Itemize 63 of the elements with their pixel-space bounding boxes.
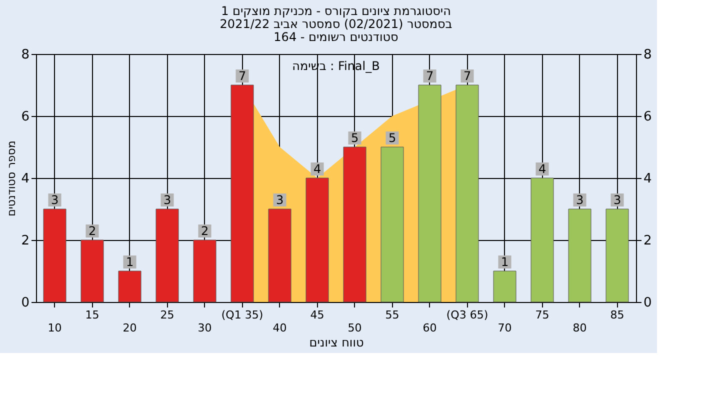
x-tick-label: 75 <box>535 308 550 322</box>
x-tick-label: 50 <box>348 322 362 334</box>
data-label: 1 <box>500 255 509 269</box>
bar <box>43 208 66 302</box>
bar <box>306 178 329 302</box>
x-tick-label: 10 <box>48 322 62 334</box>
data-label: 5 <box>350 131 359 145</box>
text: בסמסטר (02/2021) סמסטר אביב 2021/22 <box>220 17 452 31</box>
bar <box>568 208 592 302</box>
data-label: 3 <box>50 193 59 207</box>
x-tick-label: (Q1 35) <box>221 308 264 322</box>
bar <box>343 146 366 302</box>
x-tick-label: 20 <box>122 322 137 334</box>
data-label: 2 <box>200 224 209 238</box>
data-label: 7 <box>463 69 472 83</box>
text: סטודנטים רשומים - 164 <box>274 30 398 44</box>
bar <box>230 84 254 302</box>
y2-tick-label: 6 <box>644 110 652 124</box>
x-tick-label: 40 <box>272 322 287 334</box>
x-tick-label: (Q3 65) <box>446 308 488 322</box>
y-tick-label: 0 <box>21 296 30 310</box>
text: היסטוגרמת ציונים בקורס - מכניקת מוצקים 1 <box>221 4 451 18</box>
y-tick-label: 6 <box>21 110 30 124</box>
y-tick-label: 2 <box>21 234 30 248</box>
bar <box>456 84 479 302</box>
y2-tick-label: 0 <box>644 296 652 310</box>
y-tick-label: 8 <box>21 48 30 62</box>
data-label: 2 <box>88 224 96 238</box>
y-tick-label: 4 <box>21 172 30 186</box>
bar <box>380 146 404 302</box>
bar <box>118 270 142 302</box>
data-label: 3 <box>613 193 622 207</box>
y2-tick-label: 2 <box>644 234 652 248</box>
x-tick-label: 30 <box>198 322 212 334</box>
bar <box>418 84 442 302</box>
data-label: 3 <box>576 193 584 207</box>
data-label: 3 <box>163 193 172 207</box>
x-tick-label: 45 <box>310 308 324 322</box>
x-tick-label: 55 <box>385 308 400 322</box>
x-tick-label: 15 <box>85 308 100 322</box>
data-label: 4 <box>538 162 546 176</box>
x-tick-label: 25 <box>160 308 174 322</box>
x-tick-label: 80 <box>572 322 587 334</box>
bar <box>530 178 554 302</box>
bar <box>493 270 516 302</box>
data-label: 1 <box>126 255 134 269</box>
y2-tick-label: 4 <box>644 172 652 186</box>
data-label: 7 <box>426 69 434 83</box>
bar <box>193 240 216 302</box>
x-tick-label: 85 <box>610 308 624 322</box>
data-label: 4 <box>313 162 322 176</box>
data-label: 7 <box>238 69 246 83</box>
bar <box>268 208 292 302</box>
bar <box>80 240 104 302</box>
x-axis-title: טווח ציונים <box>309 336 364 350</box>
x-tick-label: 60 <box>422 322 437 334</box>
data-label: 5 <box>388 131 396 145</box>
bar <box>606 208 629 302</box>
y2-tick-label: 8 <box>644 48 652 62</box>
y-axis-title: מספר סטודנטים <box>5 140 18 216</box>
x-tick-label: 70 <box>498 322 512 334</box>
bar <box>156 208 179 302</box>
data-label: 3 <box>276 193 284 207</box>
